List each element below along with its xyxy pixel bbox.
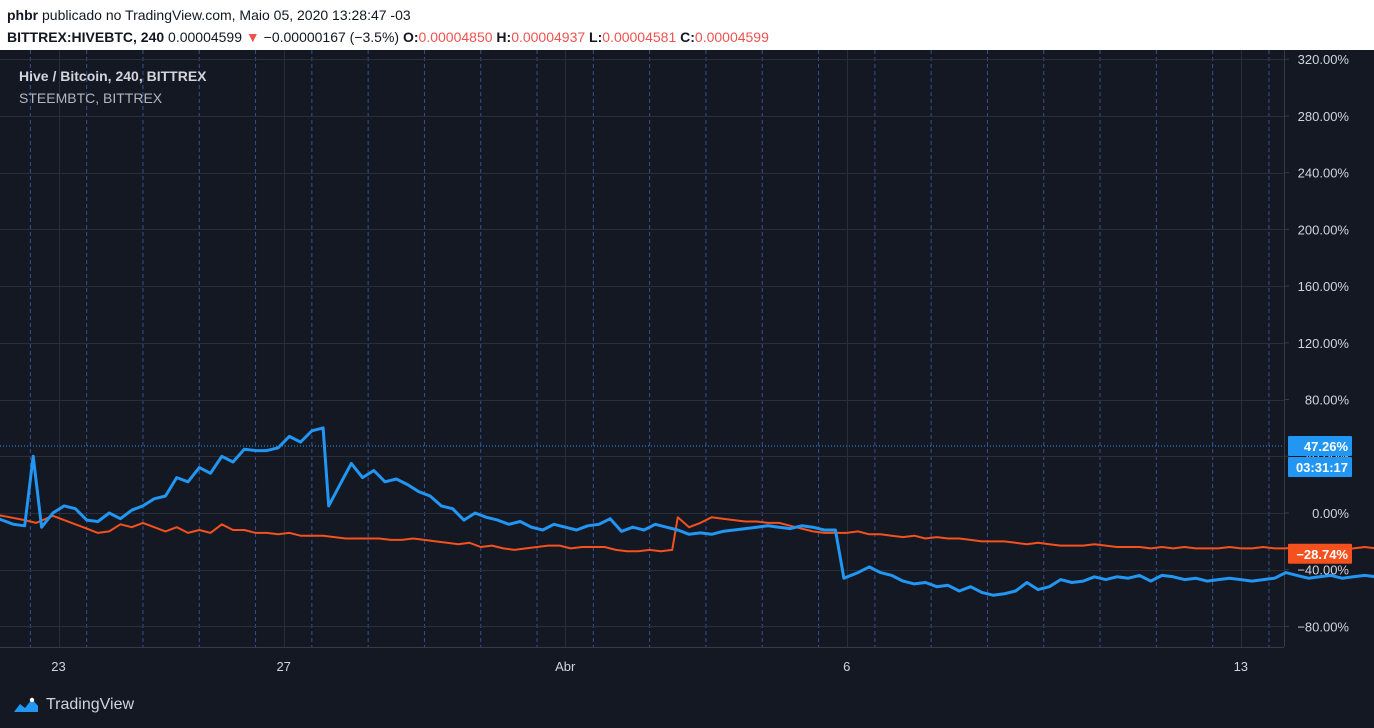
open-value: 0.00004850: [418, 29, 493, 45]
steem-series-line: [0, 514, 1374, 553]
y-tick-label: 80.00%: [1305, 393, 1350, 408]
last-price: 0.00004599: [168, 29, 242, 45]
series-layer: [0, 426, 1374, 597]
grid: [0, 50, 1284, 647]
low-value: 0.00004581: [602, 29, 677, 45]
tradingview-brand[interactable]: TradingView: [12, 696, 134, 714]
countdown-tag-bg: [1288, 456, 1352, 477]
tick-labels: 320.00% 280.00% 240.00% 200.00% 160.00% 120.0…: [51, 52, 1350, 674]
chart-svg[interactable]: 320.00% 280.00% 240.00% 200.00% 160.00% 120.0…: [0, 50, 1374, 690]
y-tick-label: 280.00%: [1298, 109, 1350, 124]
author-name[interactable]: phbr: [7, 7, 39, 23]
low-label: L:: [589, 29, 603, 45]
price-tags: 47.26% 03:31:17 −28.74%: [1288, 435, 1352, 564]
y-tick-label: 200.00%: [1298, 222, 1350, 237]
y-tick-label: 120.00%: [1298, 336, 1350, 351]
y-tick-label: 160.00%: [1298, 279, 1350, 294]
price-change: −0.00000167 (−3.5%): [263, 29, 400, 45]
hive-price-tag-bg: [1288, 435, 1352, 456]
y-tick-label: 320.00%: [1298, 52, 1350, 67]
high-value: 0.00004937: [511, 29, 586, 45]
steem-price-tag: −28.74%: [1296, 547, 1348, 562]
countdown-tag: 03:31:17: [1296, 460, 1348, 475]
y-tick-label: −80.00%: [1297, 619, 1349, 634]
x-tick-label: 27: [276, 659, 290, 674]
y-tick-label: 240.00%: [1298, 166, 1350, 181]
steem-price-tag-bg: [1288, 543, 1352, 564]
axes: [0, 50, 1285, 648]
x-tick-label: Abr: [555, 659, 576, 674]
quote-line: BITTREX:HIVEBTC, 240 0.00004599 ▼ −0.000…: [7, 29, 769, 45]
hive-series-line: [0, 426, 1374, 597]
down-arrow-icon: ▼: [245, 29, 260, 45]
legend-main-series[interactable]: Hive / Bitcoin, 240, BITTREX: [19, 68, 207, 84]
symbol-label: BITTREX:HIVEBTC, 240: [7, 29, 165, 45]
close-label: C:: [680, 29, 695, 45]
x-tick-label: 6: [843, 659, 850, 674]
footer: TradingView: [0, 690, 1374, 728]
open-label: O:: [402, 29, 419, 45]
x-tick-label: 13: [1234, 659, 1248, 674]
high-label: H:: [496, 29, 512, 45]
legend-compare-series[interactable]: STEEMBTC, BITTREX: [19, 90, 163, 106]
chart-panel[interactable]: 320.00% 280.00% 240.00% 200.00% 160.00% 120.0…: [0, 50, 1374, 690]
close-value: 0.00004599: [694, 29, 769, 45]
y-tick-label: 0.00%: [1312, 506, 1349, 521]
chart-header: phbr publicado no TradingView.com, Maio …: [0, 0, 1374, 50]
y-tick-label: −40.00%: [1297, 563, 1349, 578]
tradingview-logo-icon: [14, 697, 38, 712]
hive-price-tag: 47.26%: [1304, 439, 1349, 454]
x-tick-label: 23: [51, 659, 65, 674]
publish-text: publicado no TradingView.com, Maio 05, 2…: [42, 7, 411, 23]
publish-line: phbr publicado no TradingView.com, Maio …: [7, 7, 411, 23]
brand-text: TradingView: [46, 696, 135, 713]
